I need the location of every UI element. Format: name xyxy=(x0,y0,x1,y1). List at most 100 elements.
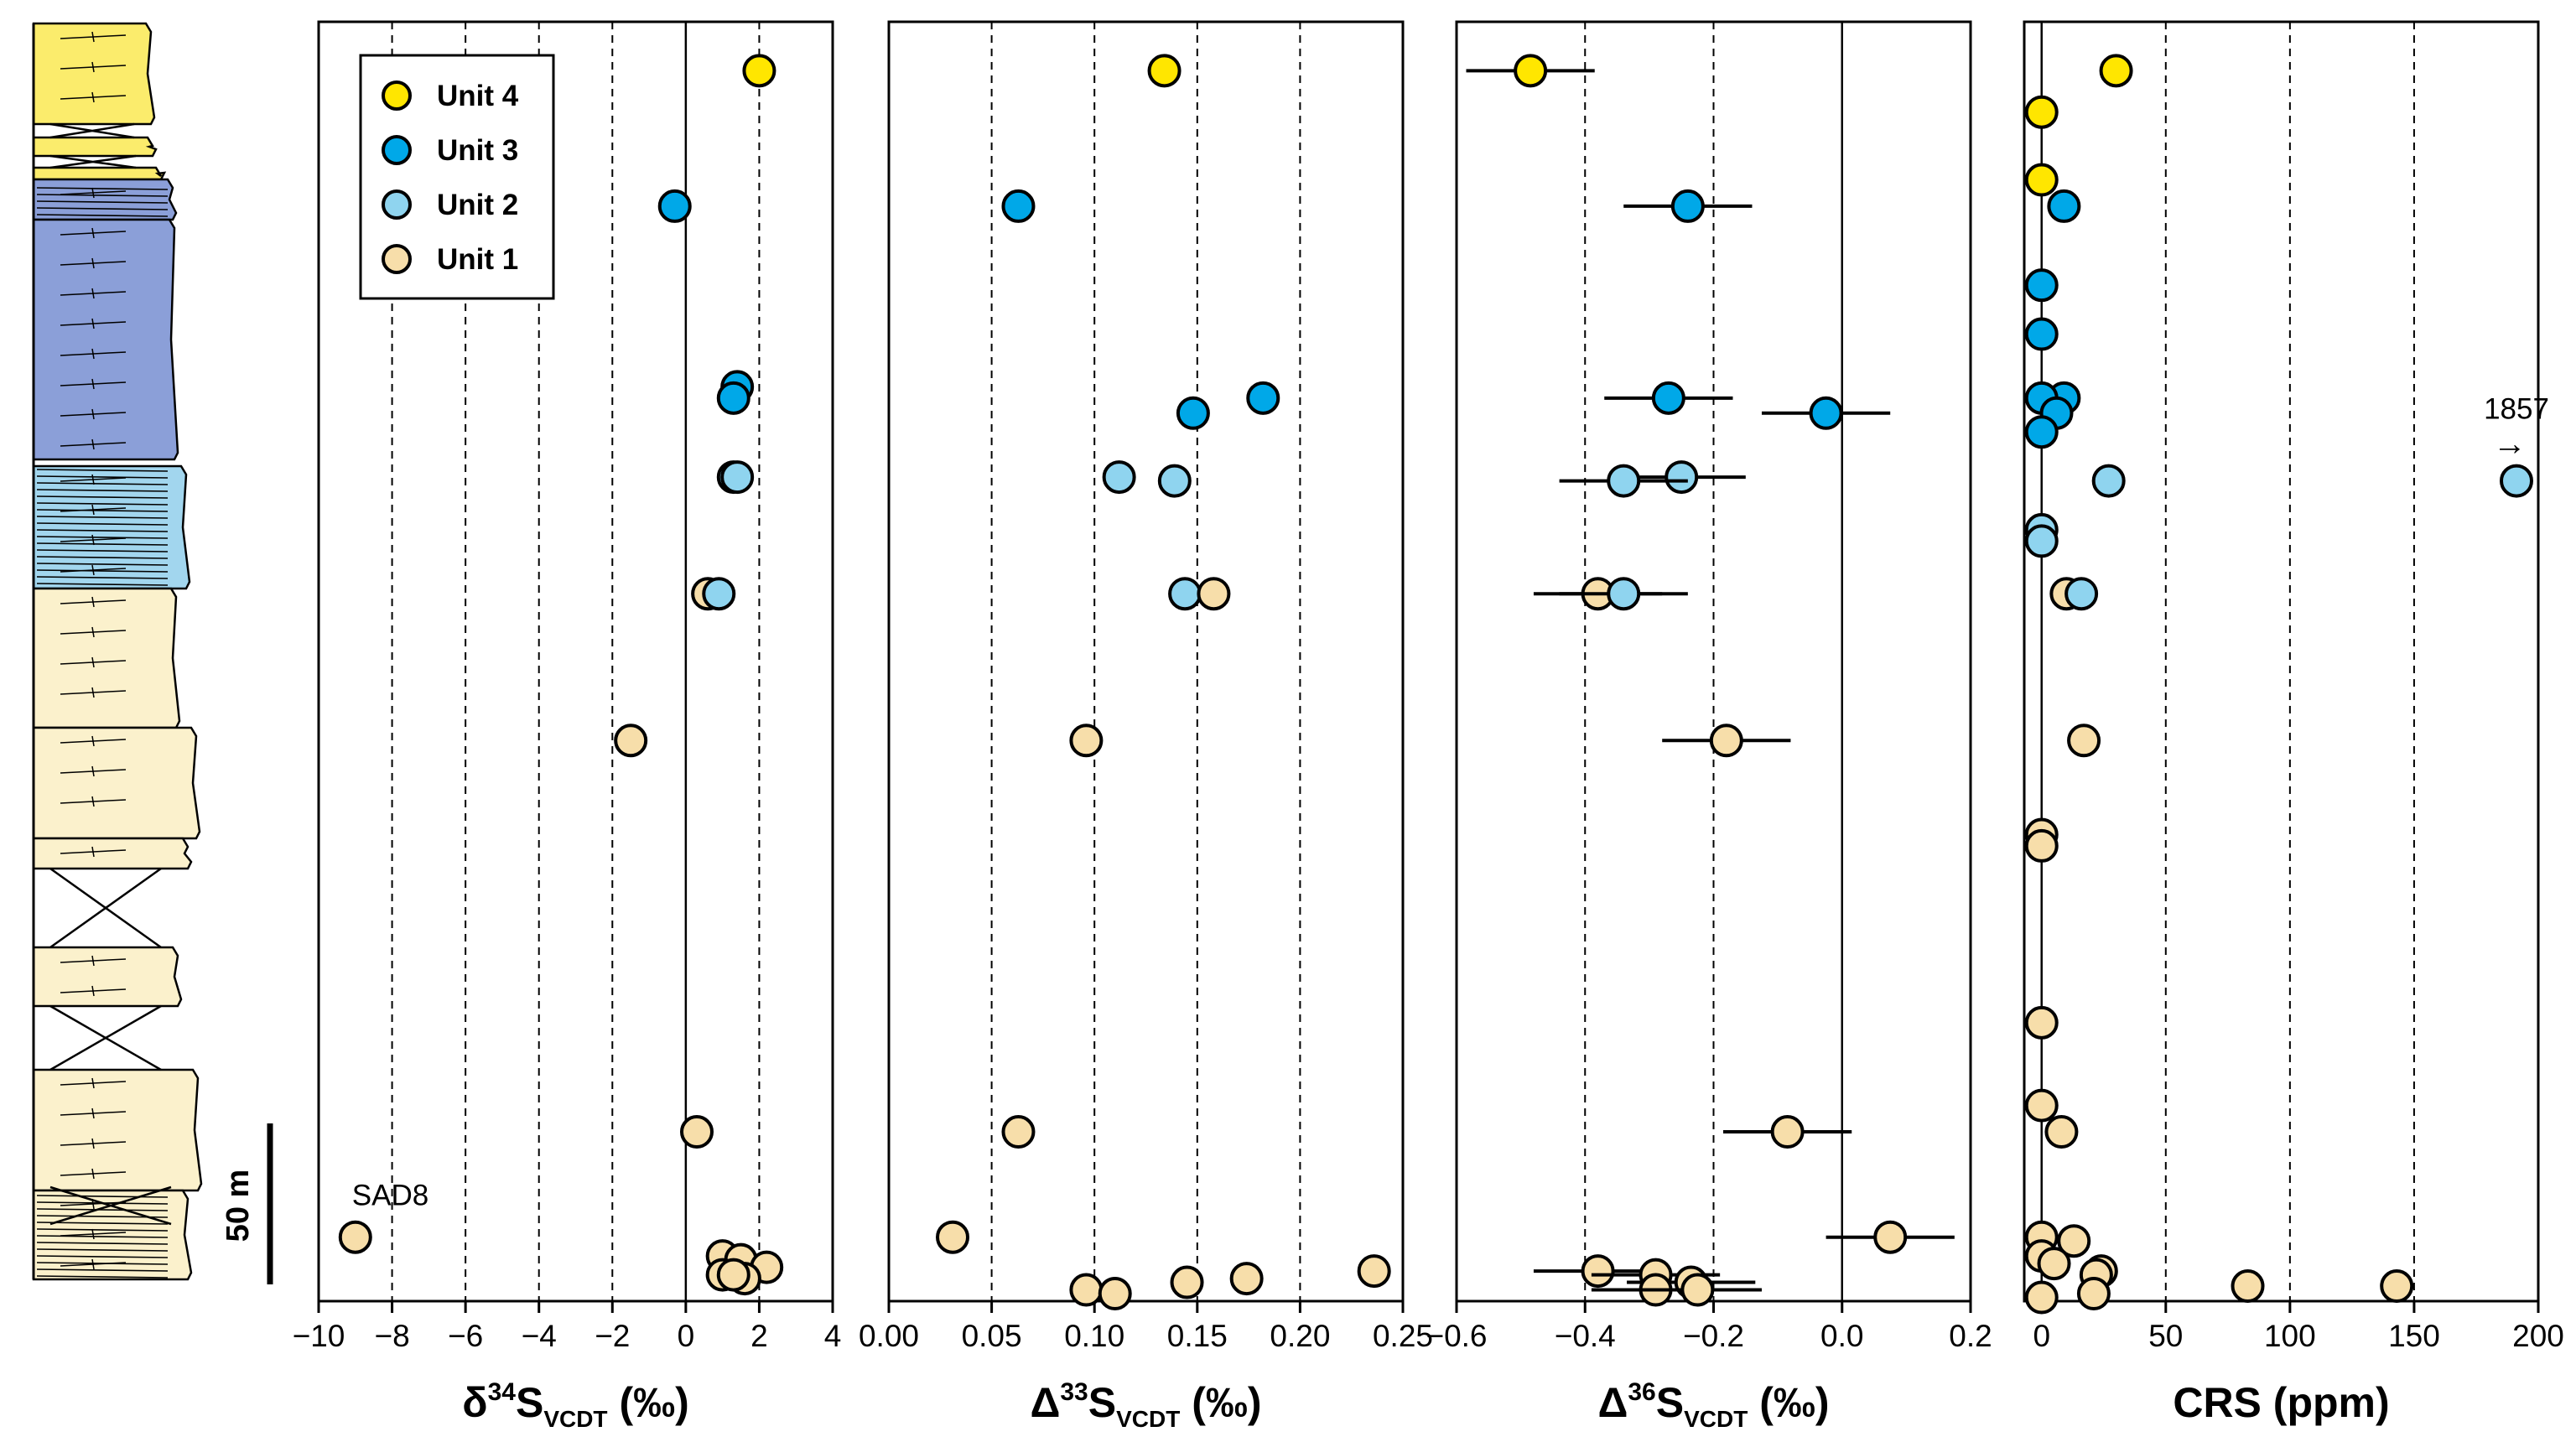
column-lamination xyxy=(60,687,127,698)
data-point-unit4 xyxy=(742,54,776,88)
column-lamination xyxy=(60,187,127,199)
plot-frame xyxy=(2023,20,2540,1303)
column-dense-lamination xyxy=(36,1275,169,1279)
data-point-unit1 xyxy=(1069,724,1104,758)
column-dense-lamination xyxy=(36,495,169,499)
x-tick-label: −10 xyxy=(293,1319,345,1353)
offscale-arrow: → xyxy=(2493,426,2527,463)
data-point-unit3 xyxy=(2047,189,2081,223)
data-point-unit4 xyxy=(2099,54,2133,88)
x-tick-label: 0.20 xyxy=(1270,1319,1330,1353)
column-lamination xyxy=(60,1168,127,1180)
data-point-unit2 xyxy=(1665,460,1699,495)
x-tick-label: 0.15 xyxy=(1167,1319,1228,1353)
legend-marker-unit1 xyxy=(382,244,412,274)
column-lamination xyxy=(60,348,127,360)
data-point-unit1 xyxy=(614,724,648,758)
x-tick-label: −0.2 xyxy=(1683,1319,1744,1353)
data-point-unit3 xyxy=(1246,381,1280,415)
column-lamination xyxy=(60,735,127,747)
data-point-unit1 xyxy=(2037,1247,2071,1281)
column-dense-lamination xyxy=(36,576,169,579)
data-point-unit1 xyxy=(1709,724,1743,758)
column-dense-lamination xyxy=(36,569,169,573)
column-dense-lamination xyxy=(36,1248,169,1252)
legend-label: Unit 4 xyxy=(437,80,519,112)
data-point-unit2 xyxy=(1157,464,1192,498)
column-dense-lamination xyxy=(36,1268,169,1272)
legend-label: Unit 2 xyxy=(437,189,518,221)
data-point-unit1 xyxy=(1770,1115,1805,1149)
x-tick-label: 0.05 xyxy=(962,1319,1022,1353)
column-dense-lamination xyxy=(36,1222,169,1225)
column-dense-lamination xyxy=(36,502,169,506)
column-lamination xyxy=(60,474,127,485)
data-point-unit1 xyxy=(1229,1262,1264,1296)
column-dense-lamination xyxy=(36,187,169,190)
column-dense-lamination xyxy=(36,529,169,532)
column-lamination xyxy=(60,318,127,329)
column-dense-lamination xyxy=(36,194,169,197)
x-tick-label: 0.2 xyxy=(1949,1319,1992,1353)
column-dense-lamination xyxy=(36,1235,169,1238)
column-lamination xyxy=(60,765,127,777)
column-bed-unit3 xyxy=(32,218,179,461)
column-dense-lamination xyxy=(36,214,169,217)
data-point-unit2 xyxy=(720,460,755,495)
column-bed-unit3 xyxy=(32,178,178,221)
column-lamination xyxy=(60,408,127,420)
x-tick-label: 200 xyxy=(2512,1319,2564,1353)
x-axis-label: CRS (ppm) xyxy=(2173,1379,2389,1426)
column-bed-unit1 xyxy=(32,726,201,840)
column-lamination xyxy=(60,1107,127,1119)
data-point-unit3 xyxy=(1670,189,1705,223)
data-point-unit2 xyxy=(1102,460,1136,495)
column-dense-lamination xyxy=(36,1228,169,1232)
x-tick-label: 0 xyxy=(678,1319,695,1353)
column-lamination xyxy=(60,1228,127,1240)
data-point-unit1 xyxy=(2231,1269,2265,1304)
column-lamination xyxy=(60,985,127,997)
x-tick-label: 50 xyxy=(2148,1319,2183,1353)
data-point-unit4 xyxy=(1514,54,1548,88)
column-bed-unit4 xyxy=(32,136,158,158)
data-point-unit3 xyxy=(1176,396,1210,430)
column-dense-lamination xyxy=(36,475,169,479)
plot-frame xyxy=(887,20,1405,1303)
column-lamination xyxy=(60,846,127,858)
x-tick-label: −0.6 xyxy=(1426,1319,1487,1353)
data-point-unit2 xyxy=(1607,577,1641,611)
column-lamination xyxy=(60,227,127,239)
column-lamination xyxy=(60,61,127,73)
offscale-value-label: 1857 xyxy=(2484,393,2549,426)
data-point-unit2 xyxy=(702,577,736,611)
legend-marker-unit4 xyxy=(382,80,412,111)
legend-marker-unit2 xyxy=(382,189,412,220)
data-point-unit1 xyxy=(1197,577,1231,611)
x-tick-label: 0.25 xyxy=(1373,1319,1433,1353)
x-tick-label: 0.10 xyxy=(1064,1319,1124,1353)
column-lamination xyxy=(60,91,127,103)
column-dense-lamination xyxy=(36,516,169,519)
data-point-unit4 xyxy=(1147,54,1182,88)
data-point-unit1 xyxy=(679,1115,714,1149)
column-dense-lamination xyxy=(36,549,169,552)
x-tick-label: −0.4 xyxy=(1555,1319,1616,1353)
column-dense-lamination xyxy=(36,1195,169,1198)
legend-label: Unit 3 xyxy=(437,134,518,167)
column-dense-lamination xyxy=(36,522,169,526)
panel-cap33s: 0.00 0.05 0.10 0.15 0.20 0.25 Δ33SVCDT (‰) xyxy=(859,20,1433,1432)
data-point-unit4 xyxy=(2024,95,2059,129)
x-tick-label: −6 xyxy=(448,1319,483,1353)
data-point-unit3 xyxy=(2024,268,2059,303)
data-point-unit1 xyxy=(1873,1220,1908,1254)
column-dense-lamination xyxy=(36,536,169,539)
data-point-unit1 xyxy=(2024,828,2059,863)
column-dense-lamination xyxy=(36,1208,169,1211)
x-tick-label: −4 xyxy=(522,1319,557,1353)
data-point-unit1 xyxy=(2024,1088,2059,1123)
column-lamination xyxy=(60,288,127,299)
x-tick-label: 4 xyxy=(824,1319,842,1353)
data-point-unit3 xyxy=(2024,317,2059,351)
column-covered-interval xyxy=(49,1004,162,1071)
